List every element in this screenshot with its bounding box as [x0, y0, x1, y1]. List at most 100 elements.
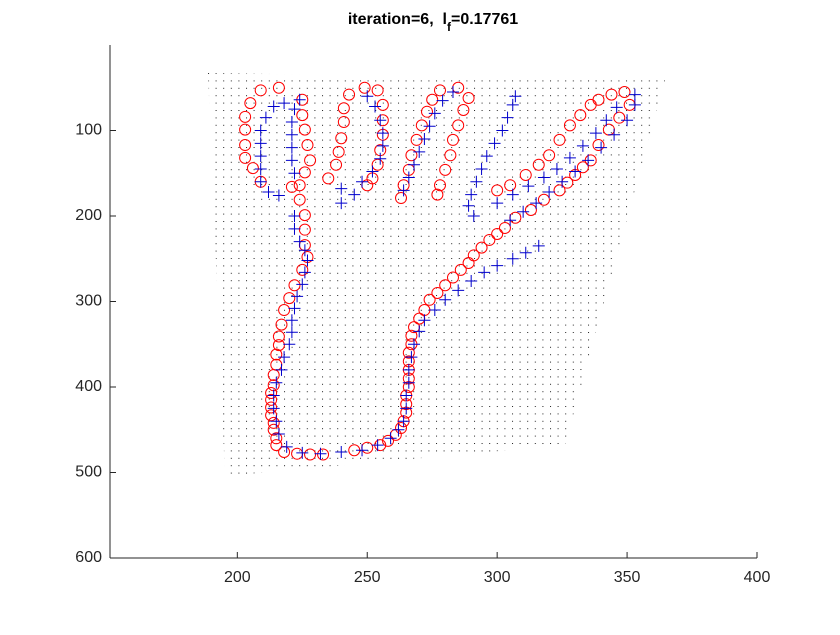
- circle-marker: [618, 86, 631, 99]
- circle-marker: [576, 161, 589, 174]
- circle-marker: [423, 293, 436, 306]
- plus-marker: [522, 180, 535, 193]
- plus-marker: [532, 239, 545, 252]
- plus-marker: [550, 162, 563, 175]
- plus-marker: [465, 188, 478, 201]
- circle-marker: [563, 119, 576, 132]
- plus-marker: [267, 402, 280, 415]
- plus-marker: [519, 246, 532, 259]
- circle-marker: [293, 179, 306, 192]
- plus-marker: [335, 182, 348, 195]
- circle-marker: [524, 204, 537, 217]
- plus-marker: [278, 97, 291, 110]
- circle-marker: [439, 163, 452, 176]
- circle-marker: [265, 401, 278, 414]
- circle-marker: [254, 84, 267, 97]
- circle-marker: [405, 329, 418, 342]
- plus-marker: [402, 363, 415, 376]
- plus-marker: [371, 439, 384, 452]
- circle-marker: [330, 158, 343, 171]
- plus-marker: [293, 235, 306, 248]
- circle-marker: [532, 158, 545, 171]
- circle-marker: [483, 233, 496, 246]
- plus-marker: [402, 376, 415, 389]
- plus-marker: [467, 210, 480, 222]
- circle-marker: [446, 271, 459, 284]
- plus-marker: [314, 447, 327, 460]
- plus-marker: [439, 293, 452, 306]
- y-tick-label: 300: [75, 293, 102, 310]
- plus-marker: [301, 254, 314, 267]
- plus-marker: [335, 197, 348, 210]
- plus-marker: [506, 252, 519, 265]
- plus-marker: [496, 124, 509, 137]
- circle-marker: [239, 123, 252, 136]
- plus-marker: [376, 127, 389, 140]
- plus-marker: [576, 139, 589, 152]
- plus-marker: [400, 389, 413, 402]
- plus-marker: [275, 363, 288, 376]
- plus-marker: [418, 314, 431, 327]
- plus-marker: [285, 141, 298, 154]
- plus-marker: [267, 389, 280, 402]
- circle-marker: [278, 304, 291, 317]
- plus-marker: [446, 86, 459, 99]
- plus-marker: [356, 444, 369, 457]
- plus-marker: [262, 186, 275, 199]
- plus-marker: [288, 167, 301, 180]
- circle-marker: [317, 448, 330, 461]
- plus-marker: [288, 210, 301, 222]
- y-tick-label: 100: [75, 122, 102, 139]
- circle-marker: [272, 330, 285, 343]
- plus-marker: [413, 145, 426, 158]
- circle-marker: [405, 149, 418, 162]
- title-subscript: f: [447, 20, 452, 34]
- plus-marker: [413, 325, 426, 338]
- plus-marker: [491, 197, 504, 210]
- title-main: iteration=6, l: [348, 11, 447, 28]
- circle-marker: [433, 179, 446, 192]
- plus-marker: [530, 197, 543, 210]
- plus-marker: [465, 274, 478, 287]
- y-tick-label: 400: [75, 378, 102, 395]
- plus-marker: [348, 188, 361, 201]
- circle-marker: [431, 286, 444, 299]
- plus-marker: [397, 184, 410, 197]
- circle-marker: [574, 109, 587, 122]
- plus-marker: [428, 107, 441, 120]
- plus-marker: [408, 158, 421, 171]
- circle-marker: [382, 434, 395, 447]
- circle-marker: [293, 193, 306, 206]
- plus-marker: [285, 115, 298, 128]
- plus-marker: [285, 326, 298, 339]
- plus-marker: [428, 304, 441, 317]
- plus-marker: [254, 124, 267, 137]
- plus-marker: [267, 100, 280, 113]
- plus-marker: [285, 128, 298, 141]
- plus-marker: [589, 127, 602, 140]
- x-tick-label: 250: [354, 569, 381, 586]
- circle-marker: [537, 193, 550, 206]
- plus-marker: [452, 284, 465, 297]
- axes: 200 250 300 350 400 100 200 300 400 500 600: [75, 45, 770, 586]
- plus-marker: [405, 351, 418, 364]
- circle-marker: [298, 209, 311, 222]
- circle-marker: [462, 92, 475, 105]
- plus-marker: [293, 93, 306, 106]
- circle-marker: [337, 115, 350, 128]
- plus-marker: [283, 338, 296, 351]
- circle-marker: [335, 132, 348, 145]
- plus-marker: [470, 175, 483, 188]
- circle-marker: [592, 139, 605, 152]
- plus-marker: [254, 162, 267, 175]
- plus-marker: [600, 114, 613, 127]
- plus-marker: [610, 101, 623, 114]
- circle-marker: [283, 292, 296, 305]
- circle-marker: [296, 263, 309, 276]
- circle-marker: [426, 93, 439, 106]
- circle-marker: [239, 110, 252, 123]
- y-tick-label: 200: [75, 207, 102, 224]
- plus-marker: [280, 440, 293, 453]
- plus-marker: [402, 171, 415, 184]
